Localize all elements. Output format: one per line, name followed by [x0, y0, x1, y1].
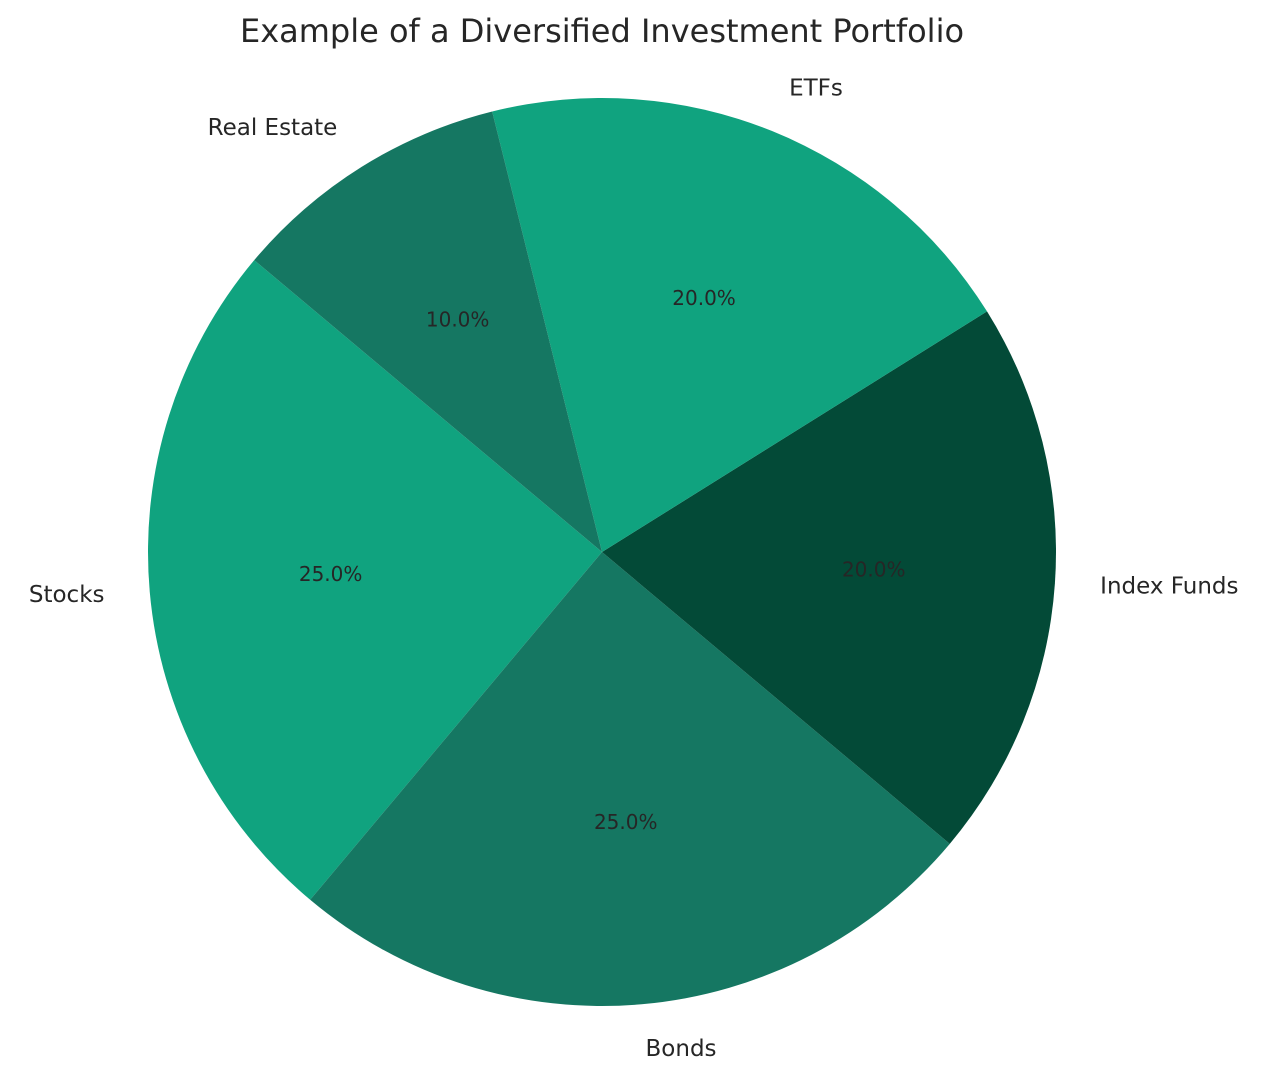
slice-label: Stocks	[29, 582, 105, 608]
pie-slice-etfs	[492, 98, 988, 553]
pie-slice-real-estate	[254, 111, 602, 552]
slice-percent-label: 10.0%	[426, 307, 490, 331]
pie-slice-index-funds	[602, 311, 1056, 844]
slice-percent-label: 25.0%	[594, 810, 658, 834]
slice-label: ETFs	[789, 75, 843, 101]
pie-slice-bonds	[310, 552, 950, 1007]
pie-slice-stocks	[147, 260, 602, 900]
slice-percent-label: 20.0%	[672, 286, 736, 310]
slice-label: Real Estate	[208, 115, 338, 141]
slice-label: Bonds	[646, 1036, 717, 1062]
slice-percent-label: 25.0%	[299, 562, 363, 586]
slice-label: Index Funds	[1100, 573, 1238, 599]
slice-percent-label: 20.0%	[842, 558, 906, 582]
chart-title: Example of a Diversified Investment Port…	[239, 12, 965, 50]
